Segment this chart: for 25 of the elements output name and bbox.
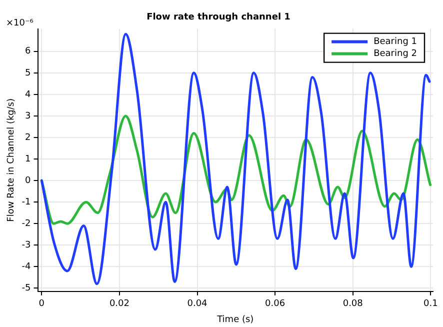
chart-title: Flow rate through channel 1 (146, 12, 290, 23)
y-tick-label: -4 (22, 262, 32, 272)
line-series (40, 32, 431, 286)
y-tick-label: 6 (25, 46, 32, 57)
y-tick-label: 3 (25, 111, 31, 122)
y-tick-label: -5 (22, 284, 31, 294)
y-tick-label: 5 (25, 68, 31, 78)
x-axis-title: Time (s) (216, 314, 254, 325)
y-tick-label: 2 (25, 132, 31, 143)
y-tick-label: -3 (22, 240, 31, 250)
x-tick-label: 0.08 (342, 299, 364, 310)
x-tick-label: 0.04 (187, 299, 208, 310)
legend-label: Bearing 1 (374, 37, 418, 48)
y-tick-label: 0 (25, 176, 32, 186)
y-tick-label: -2 (22, 218, 31, 229)
x-tick-label: 0.06 (265, 299, 286, 310)
x-tick-label: 0 (38, 299, 45, 310)
x-tick-label: 0.02 (109, 299, 130, 310)
legend-label: Bearing 2 (374, 49, 418, 60)
y-tick-label: -1 (22, 197, 31, 208)
text: ×10⁻⁶ (6, 18, 34, 29)
y-tick-label: 1 (25, 154, 31, 164)
x-tick-label: 0.1 (424, 299, 438, 310)
y-tick-label: 4 (25, 90, 32, 100)
y-axis-title: Flow Rate in Channel (kg/s) (6, 98, 17, 222)
